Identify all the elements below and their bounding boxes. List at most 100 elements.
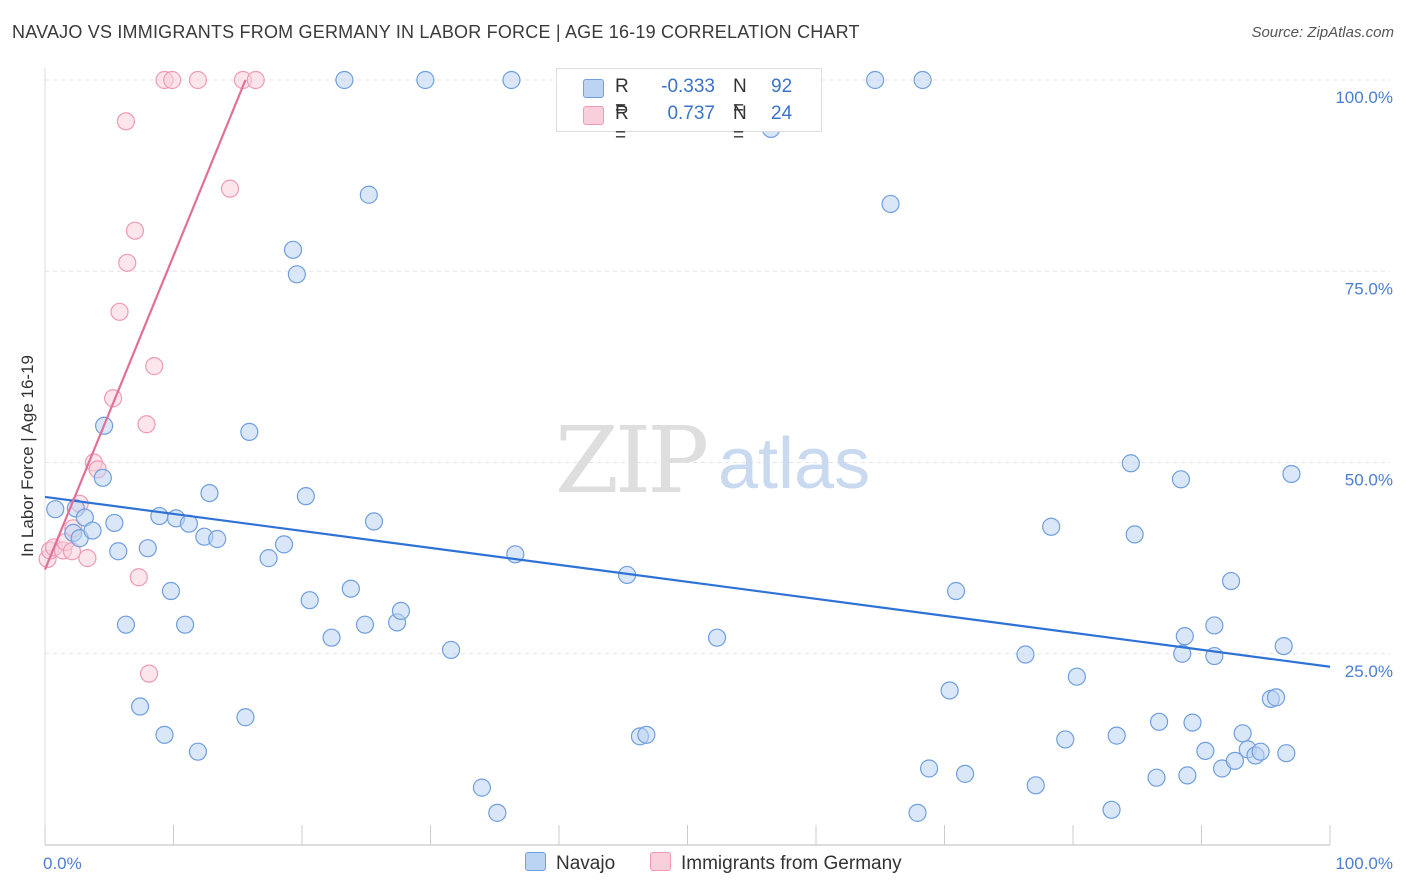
navajo-point bbox=[1125, 525, 1144, 544]
r-value: 0.737 bbox=[667, 103, 715, 124]
germany-point bbox=[145, 357, 164, 376]
germany-swatch bbox=[583, 106, 604, 125]
navajo-point bbox=[913, 70, 932, 90]
n-label: N = bbox=[733, 76, 747, 119]
navajo-point bbox=[1042, 517, 1061, 536]
germany-legend-label: Immigrants from Germany bbox=[681, 853, 902, 874]
watermark: ZIP atlas bbox=[555, 407, 870, 514]
navajo-point bbox=[208, 529, 227, 549]
navajo-point bbox=[1056, 730, 1075, 749]
germany-point bbox=[137, 415, 156, 434]
navajo-point bbox=[955, 764, 975, 783]
navajo-point bbox=[46, 500, 65, 519]
germany-point bbox=[163, 70, 182, 90]
navajo-point bbox=[175, 615, 195, 634]
navajo-point bbox=[472, 778, 491, 797]
germany-point bbox=[116, 112, 136, 131]
navajo-point bbox=[1107, 726, 1126, 745]
navajo-point bbox=[283, 240, 303, 259]
navajo-point bbox=[1277, 744, 1296, 763]
navajo-point bbox=[300, 591, 319, 610]
navajo-point bbox=[335, 70, 354, 90]
y-tick-label-50: 50.0% bbox=[1345, 471, 1393, 490]
y-tick-label-75: 75.0% bbox=[1345, 279, 1393, 298]
navajo-point bbox=[93, 468, 112, 487]
navajo-point bbox=[1196, 741, 1215, 761]
n-value: 24 bbox=[771, 103, 793, 124]
navajo-point bbox=[161, 581, 181, 601]
navajo-point bbox=[130, 697, 150, 716]
germany-point bbox=[110, 302, 129, 321]
source-credit: Source: ZipAtlas.com bbox=[1251, 24, 1394, 41]
chart-title: NAVAJO VS IMMIGRANTS FROM GERMANY IN LAB… bbox=[12, 22, 860, 42]
navajo-point bbox=[1016, 645, 1035, 664]
y-tick-label-25: 25.0% bbox=[1345, 662, 1393, 681]
navajo-point bbox=[155, 725, 174, 744]
navajo-point bbox=[1171, 470, 1191, 489]
navajo-point bbox=[1221, 571, 1241, 591]
navajo-point bbox=[1149, 712, 1169, 731]
navajo-point bbox=[1205, 616, 1224, 635]
navajo-point bbox=[1251, 742, 1270, 761]
navajo-point bbox=[866, 70, 885, 90]
stats-legend: R = -0.333 N = 92 R = 0.737 N = 24 bbox=[556, 68, 822, 146]
germany-point bbox=[118, 253, 137, 272]
navajo-point bbox=[109, 542, 128, 561]
navajo-point bbox=[1274, 636, 1293, 656]
r-label: R = bbox=[615, 76, 629, 119]
navajo-legend-swatch bbox=[525, 852, 546, 871]
navajo-point bbox=[1147, 768, 1166, 787]
navajo-point bbox=[441, 640, 461, 660]
germany-point bbox=[129, 568, 148, 587]
navajo-point bbox=[355, 615, 375, 634]
germany-point bbox=[125, 221, 145, 240]
navajo-point bbox=[341, 579, 360, 598]
navajo-point bbox=[1266, 688, 1286, 707]
navajo-point bbox=[287, 265, 306, 284]
navajo-legend-label: Navajo bbox=[556, 853, 616, 874]
navajo-point bbox=[488, 803, 507, 822]
navajo-point bbox=[940, 681, 959, 700]
watermark-zip: ZIP bbox=[555, 407, 706, 514]
axes bbox=[44, 68, 1331, 846]
germany-point bbox=[246, 70, 265, 90]
navajo-point bbox=[150, 506, 169, 526]
navajo-point bbox=[359, 185, 378, 204]
navajo-point bbox=[1173, 644, 1192, 663]
r-value: -0.333 bbox=[661, 76, 715, 97]
navajo-point bbox=[116, 615, 136, 634]
x-tick-label-min: 0.0% bbox=[43, 854, 82, 873]
navajo-point bbox=[1225, 751, 1245, 770]
germany-trend-line bbox=[43, 79, 247, 571]
navajo-point bbox=[1175, 627, 1194, 646]
navajo-point bbox=[240, 422, 259, 441]
navajo-point bbox=[1121, 454, 1140, 473]
navajo-point bbox=[188, 742, 208, 761]
navajo-point bbox=[1233, 724, 1252, 743]
navajo-point bbox=[707, 628, 727, 647]
navajo-point bbox=[1026, 776, 1045, 795]
legend-item-navajo: Navajo bbox=[525, 852, 615, 875]
navajo-point bbox=[908, 803, 927, 822]
navajo-point bbox=[391, 601, 411, 621]
navajo-point bbox=[322, 628, 341, 647]
navajo-point bbox=[105, 513, 124, 533]
germany-point bbox=[220, 179, 240, 198]
legend-item-germany: Immigrants from Germany bbox=[650, 852, 902, 875]
navajo-point bbox=[881, 194, 900, 214]
y-tick-labels: 25.0% 50.0% 75.0% 100.0% bbox=[1335, 88, 1393, 681]
grid bbox=[45, 79, 1390, 655]
navajo-point bbox=[1102, 800, 1121, 819]
r-label: R = bbox=[615, 103, 629, 146]
y-tick-label-100: 100.0% bbox=[1335, 88, 1393, 107]
germany-point bbox=[78, 549, 97, 568]
navajo-trend-line bbox=[44, 495, 1331, 668]
germany-point bbox=[139, 664, 159, 683]
navajo-point bbox=[1282, 464, 1301, 484]
navajo-point bbox=[200, 484, 219, 503]
n-label: N = bbox=[733, 103, 747, 146]
navajo-point bbox=[364, 512, 384, 531]
navajo-point bbox=[259, 549, 278, 568]
navajo-point bbox=[83, 521, 102, 540]
navajo-point bbox=[919, 759, 939, 778]
